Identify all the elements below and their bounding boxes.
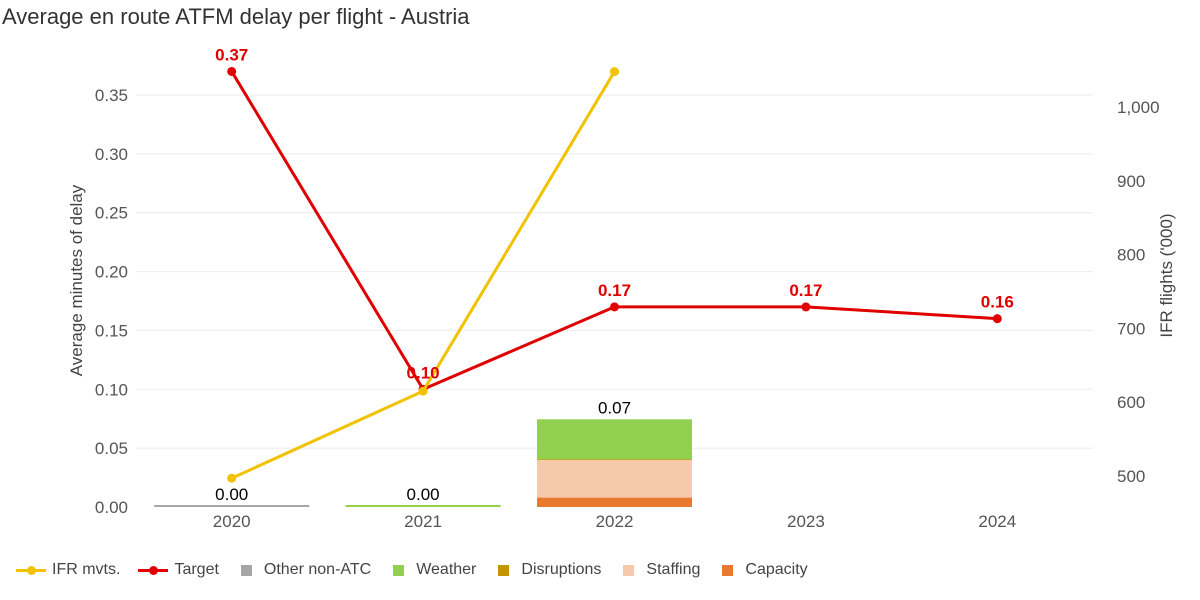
legend-swatch — [498, 564, 510, 576]
legend-label: IFR mvts. — [52, 561, 121, 578]
x-tick-label: 2020 — [213, 512, 251, 531]
chart-title: Average en route ATFM delay per flight -… — [2, 4, 470, 29]
legend-item-weather[interactable]: Weather — [389, 561, 476, 579]
legend-label: Other non-ATC — [263, 561, 372, 578]
legend-swatch — [138, 565, 169, 575]
y-tick-label: 0.25 — [95, 204, 128, 223]
y-tick-label: 0.15 — [95, 321, 128, 340]
legend-label: Disruptions — [521, 561, 602, 578]
point-target — [801, 302, 811, 312]
point-ifr-mvts- — [418, 386, 428, 396]
legend-item-target[interactable]: Target — [138, 561, 219, 579]
point-ifr-mvts- — [610, 67, 619, 77]
legend-item-other-non-atc[interactable]: Other non-ATC — [237, 561, 371, 579]
legend-label: Target — [174, 561, 219, 578]
target-data-label: 0.16 — [981, 293, 1014, 312]
y-tick-label: 0.30 — [95, 145, 128, 164]
bar-segment-staffing — [537, 459, 692, 498]
bar-segment-other-non-atc — [154, 505, 310, 507]
legend-swatch — [623, 564, 635, 576]
legend-item-ifr-mvts-[interactable]: IFR mvts. — [16, 561, 120, 579]
legend-item-staffing[interactable]: Staffing — [619, 561, 700, 579]
y-tick-label: 0.35 — [95, 86, 128, 105]
y2-tick-label: 700 — [1117, 319, 1145, 338]
y2-tick-label: 900 — [1117, 172, 1145, 191]
legend-swatch — [722, 564, 734, 576]
x-tick-label: 2024 — [978, 512, 1016, 531]
target-data-label: 0.17 — [789, 281, 822, 300]
target-data-label: 0.37 — [215, 45, 248, 64]
y2-tick-label: 500 — [1117, 467, 1145, 486]
line-target — [230, 70, 998, 391]
point-ifr-mvts- — [227, 473, 237, 483]
bar-total-label: 0.07 — [598, 398, 631, 417]
legend-label: Capacity — [745, 561, 808, 578]
bar-segment-weather — [345, 505, 501, 507]
y-tick-label: 0.05 — [95, 439, 128, 458]
bar-segment-weather — [537, 419, 692, 460]
legend-item-capacity[interactable]: Capacity — [718, 561, 808, 579]
legend-swatch — [240, 564, 252, 576]
point-target — [610, 302, 619, 312]
y-tick-label: 0.20 — [95, 263, 128, 282]
legend-label: Weather — [416, 561, 477, 578]
x-tick-label: 2022 — [596, 512, 634, 531]
target-data-label: 0.10 — [407, 363, 440, 382]
point-target — [227, 66, 237, 76]
y-axis-label: Average minutes of delay — [67, 184, 86, 376]
point-target — [992, 314, 1002, 324]
legend-label: Staffing — [646, 561, 701, 578]
chart-area: 0.00 0.05 0.10 0.15 0.20 0.25 0.30 0.35 500 600 70… — [67, 45, 1176, 531]
y2-axis-label: IFR flights ('000) — [1157, 213, 1176, 337]
bar-segment-capacity — [537, 497, 692, 507]
x-tick-label: 2023 — [787, 512, 825, 531]
y-tick-label: 0.00 — [95, 498, 128, 517]
line-ifr-mvts- — [231, 70, 616, 480]
chart-legend: IFR mvts. Target Other non-ATC Weather Disru… — [16, 561, 826, 579]
legend-item-disruptions[interactable]: Disruptions — [494, 561, 601, 579]
bar-total-label: 0.00 — [407, 485, 440, 504]
y2-tick-label: 600 — [1117, 393, 1145, 412]
y-tick-label: 0.10 — [95, 380, 128, 399]
bar-total-label: 0.00 — [215, 485, 248, 504]
target-data-label: 0.17 — [598, 281, 631, 300]
x-tick-label: 2021 — [404, 512, 442, 531]
legend-swatch — [16, 565, 46, 575]
y2-tick-label: 800 — [1117, 246, 1145, 265]
y2-tick-label: 1,000 — [1117, 98, 1160, 117]
legend-swatch — [393, 564, 405, 576]
